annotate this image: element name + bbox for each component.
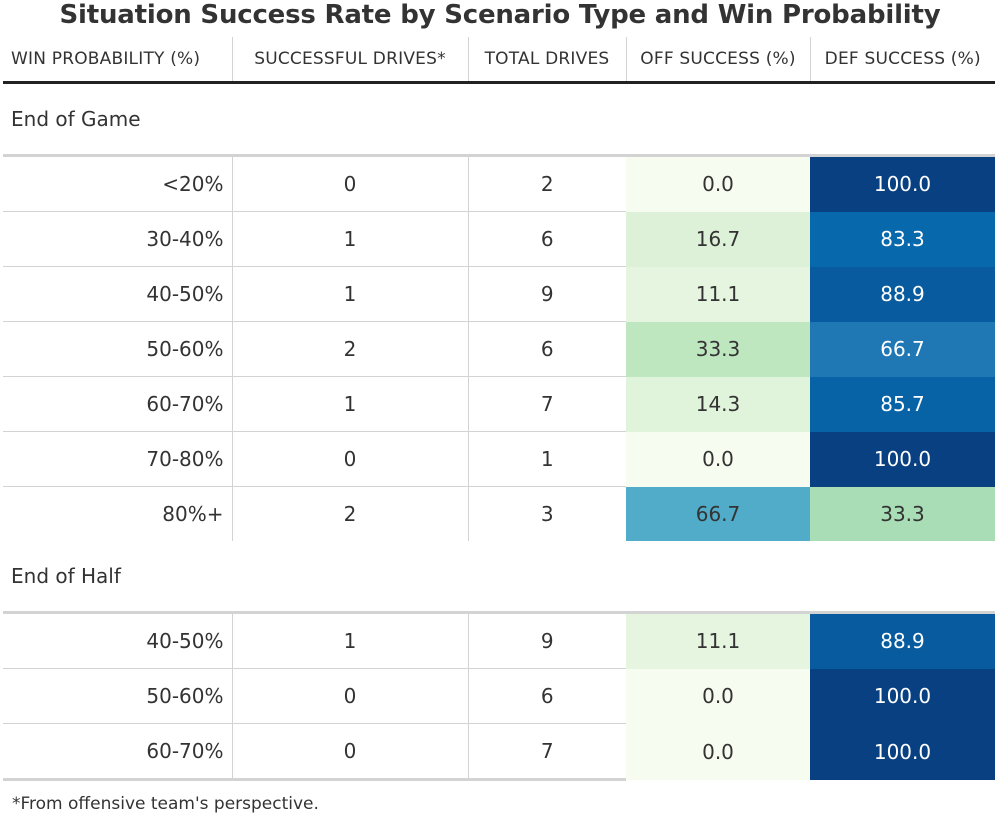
- footnote: *From offensive team's perspective.: [12, 794, 319, 814]
- total-drives-cell: 6: [467, 211, 626, 267]
- win-probability-cell: <20%: [3, 155, 232, 212]
- successful-drives-cell: 0: [231, 431, 468, 487]
- table-row: 50-60% 2 6 33.3 66.7: [3, 321, 995, 377]
- successful-drives-cell: 2: [231, 321, 468, 377]
- off-success-cell: 0.0: [626, 723, 810, 780]
- table-row: 40-50% 1 9 11.1 88.9: [3, 266, 995, 322]
- successful-drives-cell: 1: [231, 612, 468, 669]
- table-row: 70-80% 0 1 0.0 100.0: [3, 431, 995, 487]
- table-row: 50-60% 0 6 0.0 100.0: [3, 668, 995, 724]
- table-row: 40-50% 1 9 11.1 88.9: [3, 612, 995, 669]
- def-success-cell: 100.0: [810, 431, 995, 487]
- win-probability-cell: 70-80%: [3, 431, 232, 487]
- def-success-cell: 100.0: [810, 723, 995, 780]
- total-drives-cell: 6: [467, 668, 626, 724]
- successful-drives-cell: 0: [231, 723, 468, 781]
- table-row: 30-40% 1 6 16.7 83.3: [3, 211, 995, 267]
- def-success-cell: 85.7: [810, 376, 995, 432]
- def-success-cell: 88.9: [810, 612, 995, 669]
- chart-title: Situation Success Rate by Scenario Type …: [59, 0, 941, 30]
- successful-drives-cell: 1: [231, 211, 468, 267]
- off-success-cell: 0.0: [626, 431, 810, 487]
- group-row: End of Game: [3, 82, 995, 157]
- off-success-cell: 14.3: [626, 376, 810, 432]
- group-label: End of Game: [3, 82, 995, 157]
- def-success-cell: 83.3: [810, 211, 995, 267]
- off-success-cell: 11.1: [626, 612, 810, 669]
- header-off-success: OFF SUCCESS (%): [625, 37, 810, 84]
- table-row: <20% 0 2 0.0 100.0: [3, 155, 995, 212]
- successful-drives-cell: 0: [231, 155, 468, 212]
- successful-drives-cell: 2: [231, 486, 468, 541]
- def-success-cell: 88.9: [810, 266, 995, 322]
- off-success-cell: 66.7: [626, 486, 810, 541]
- successful-drives-cell: 0: [231, 668, 468, 724]
- group-row: End of Half: [3, 541, 995, 614]
- off-success-cell: 16.7: [626, 211, 810, 267]
- total-drives-cell: 3: [467, 486, 626, 541]
- off-success-cell: 0.0: [626, 668, 810, 724]
- def-success-cell: 100.0: [810, 155, 995, 212]
- total-drives-cell: 9: [467, 612, 626, 669]
- total-drives-cell: 6: [467, 321, 626, 377]
- header-total-drives: TOTAL DRIVES: [467, 37, 626, 84]
- successful-drives-cell: 1: [231, 376, 468, 432]
- header-def-success: DEF SUCCESS (%): [809, 37, 995, 84]
- win-probability-cell: 40-50%: [3, 266, 232, 322]
- win-probability-cell: 60-70%: [3, 723, 232, 781]
- table-body: End of Game <20% 0 2 0.0 100.0 30-40% 1 6 16.7 83.…: [3, 82, 995, 781]
- successful-drives-cell: 1: [231, 266, 468, 322]
- def-success-cell: 33.3: [810, 486, 995, 541]
- win-probability-cell: 40-50%: [3, 612, 232, 669]
- table-row: 60-70% 1 7 14.3 85.7: [3, 376, 995, 432]
- total-drives-cell: 7: [467, 723, 626, 781]
- off-success-cell: 0.0: [626, 155, 810, 212]
- win-probability-cell: 50-60%: [3, 668, 232, 724]
- total-drives-cell: 7: [467, 376, 626, 432]
- win-probability-cell: 30-40%: [3, 211, 232, 267]
- def-success-cell: 66.7: [810, 321, 995, 377]
- total-drives-cell: 2: [467, 155, 626, 212]
- header-successful-drives: SUCCESSFUL DRIVES*: [231, 37, 468, 84]
- header-win-probability: WIN PROBABILITY (%): [3, 37, 232, 84]
- def-success-cell: 100.0: [810, 668, 995, 724]
- header-row: WIN PROBABILITY (%) SUCCESSFUL DRIVES* T…: [3, 37, 995, 84]
- table-row: 80%+ 2 3 66.7 33.3: [3, 486, 995, 541]
- win-probability-cell: 80%+: [162, 502, 224, 526]
- table-row: 60-70% 0 7 0.0 100.0: [3, 723, 995, 781]
- total-drives-cell: 9: [467, 266, 626, 322]
- off-success-cell: 33.3: [626, 321, 810, 377]
- success-rate-table: WIN PROBABILITY (%) SUCCESSFUL DRIVES* T…: [3, 37, 995, 781]
- win-probability-cell: 60-70%: [3, 376, 232, 432]
- off-success-cell: 11.1: [626, 266, 810, 322]
- group-label: End of Half: [3, 541, 995, 614]
- win-probability-cell: 50-60%: [3, 321, 232, 377]
- total-drives-cell: 1: [467, 431, 626, 487]
